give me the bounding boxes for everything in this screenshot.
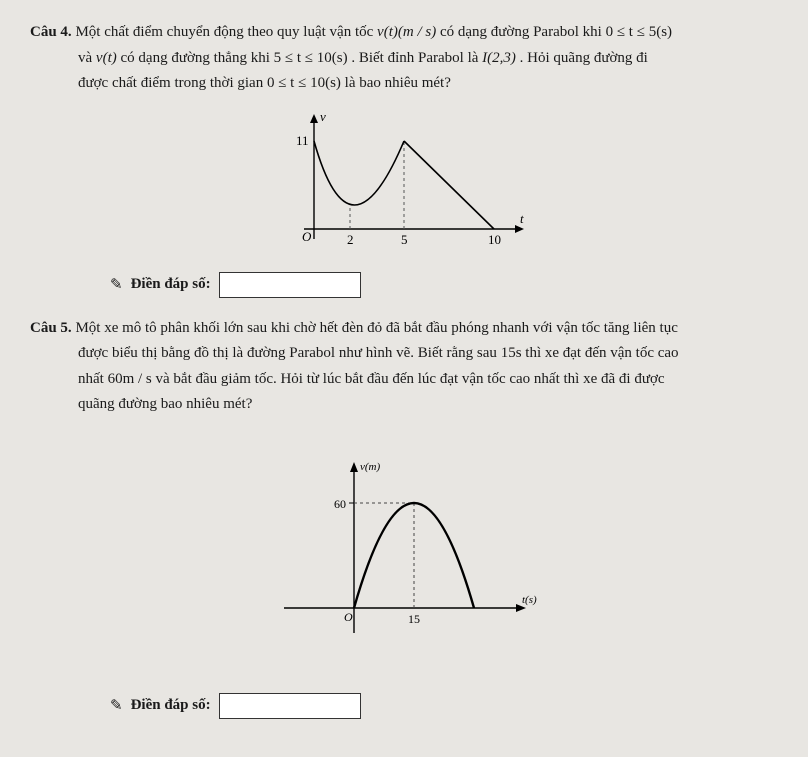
- ytick-60: 60: [334, 497, 346, 511]
- q4-vertex: I(2,3): [482, 50, 516, 66]
- question-5: Câu 5. Một xe mô tô phân khối lớn sau kh…: [30, 316, 778, 719]
- q4-cond2: 5 ≤ t ≤ 10(s): [274, 50, 348, 66]
- q4-label: Câu 4.: [30, 24, 72, 40]
- q4-line1a: Một chất điểm chuyển động theo quy luật …: [75, 24, 377, 40]
- q5-answer-box[interactable]: [219, 693, 361, 719]
- q5-chart: v(m) t(s) O 60 15: [30, 448, 778, 653]
- q5-line2b: thì xe đạt đến vận tốc cao: [525, 345, 678, 361]
- q4-line3a: được chất điểm trong thời gian: [78, 75, 267, 91]
- q4-line3: được chất điểm trong thời gian 0 ≤ t ≤ 1…: [30, 71, 778, 97]
- q5-answer-row: ✎ Điền đáp số:: [110, 693, 778, 719]
- q4-chart: v t O 11 2 5 10: [30, 109, 778, 264]
- pencil-icon: ✎: [110, 275, 123, 294]
- y-arrow-icon: [350, 462, 358, 472]
- q5-line4-row: quãng đường bao nhiêu mét?: [30, 392, 778, 418]
- parabola-curve: [314, 141, 404, 205]
- q5-line2-row: được biểu thị bằng đồ thị là đường Parab…: [30, 341, 778, 367]
- origin-label: O: [344, 610, 353, 624]
- q4-answer-box[interactable]: [219, 272, 361, 298]
- q5-line3-row: nhất 60m / s và bắt đầu giảm tốc. Hỏi từ…: [30, 367, 778, 393]
- origin-label: O: [302, 229, 312, 244]
- q5-chart-svg: v(m) t(s) O 60 15: [264, 448, 544, 648]
- q5-line3a: nhất: [78, 371, 108, 387]
- q4-line2a: và: [78, 50, 96, 66]
- y-axis-label: v(m): [360, 461, 380, 473]
- q5-t15: 15s: [501, 345, 522, 361]
- q4-answer-row: ✎ Điền đáp số:: [110, 272, 778, 298]
- q4-cond1: 0 ≤ t ≤ 5(s): [606, 24, 672, 40]
- q4-chart-svg: v t O 11 2 5 10: [274, 109, 534, 259]
- q4-line2b: có dạng đường thẳng khi: [121, 50, 274, 66]
- parabola-curve: [354, 503, 474, 608]
- x-arrow-icon: [515, 225, 524, 233]
- xtick-15: 15: [408, 612, 420, 626]
- q4-vt: v(t)(m / s): [377, 24, 436, 40]
- xtick-5: 5: [401, 232, 408, 247]
- q4-text: Câu 4. Một chất điểm chuyển động theo qu…: [30, 20, 778, 46]
- x-axis-label: t: [520, 211, 524, 226]
- y-arrow-icon: [310, 114, 318, 123]
- q5-line2a: được biểu thị bằng đồ thị là đường Parab…: [78, 345, 501, 361]
- y-axis-label: v: [320, 109, 326, 124]
- q4-line1b: có dạng đường Parabol khi: [440, 24, 606, 40]
- xtick-2: 2: [347, 232, 354, 247]
- q4-line2: và v(t) có dạng đường thẳng khi 5 ≤ t ≤ …: [30, 46, 778, 72]
- q5-line1-row: Câu 5. Một xe mô tô phân khối lớn sau kh…: [30, 316, 778, 342]
- q4-line3b: là bao nhiêu mét?: [345, 75, 451, 91]
- pencil-icon: ✎: [110, 696, 123, 715]
- q5-line3b: và bắt đầu giảm tốc. Hỏi từ lúc bắt đầu …: [156, 371, 665, 387]
- ytick-11: 11: [296, 133, 309, 148]
- q4-answer-label: Điền đáp số:: [131, 276, 211, 293]
- q4-line2c: . Biết đỉnh Parabol là: [351, 50, 482, 66]
- q4-vt2: v(t): [96, 50, 117, 66]
- question-4: Câu 4. Một chất điểm chuyển động theo qu…: [30, 20, 778, 298]
- q5-answer-label: Điền đáp số:: [131, 697, 211, 714]
- x-axis-label: t(s): [522, 594, 537, 606]
- xtick-10: 10: [488, 232, 501, 247]
- q5-line1: Một xe mô tô phân khối lớn sau khi chờ h…: [75, 320, 677, 336]
- q4-line2d: . Hỏi quãng đường đi: [520, 50, 648, 66]
- q5-label: Câu 5.: [30, 320, 72, 336]
- q5-line4: quãng đường bao nhiêu mét?: [78, 396, 252, 412]
- q5-v60: 60m / s: [108, 371, 152, 387]
- q4-cond3: 0 ≤ t ≤ 10(s): [267, 75, 341, 91]
- linear-segment: [404, 141, 494, 229]
